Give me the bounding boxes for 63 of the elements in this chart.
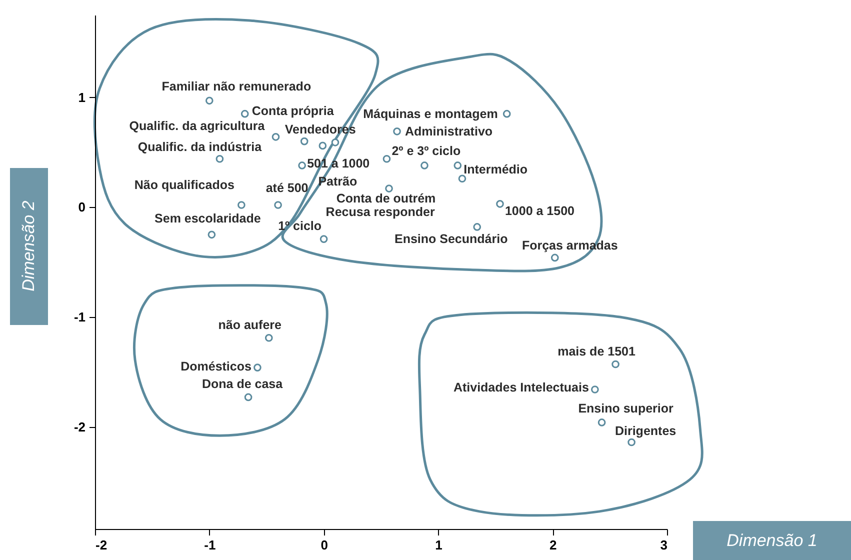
point [331, 138, 340, 146]
point [205, 96, 214, 105]
annotation: até 500 [266, 181, 308, 196]
y-tick-label: 1 [78, 90, 86, 105]
point [272, 133, 280, 141]
x-tick-label: 3 [660, 538, 668, 552]
x-tick-label: -1 [204, 538, 216, 552]
point [550, 254, 559, 262]
point [458, 174, 466, 183]
x-tick-label: -2 [96, 538, 108, 552]
point [502, 110, 511, 118]
annotation: Recusa responder [326, 205, 436, 220]
point [318, 142, 327, 150]
point [320, 235, 328, 243]
annotation: Administrativo [405, 124, 493, 138]
point [496, 200, 504, 208]
annotation: Intermédio [464, 162, 528, 176]
annotation: Familiar não remunerado [162, 80, 312, 94]
point [382, 154, 391, 163]
annotation: Dirigentes [614, 424, 676, 438]
point [385, 184, 393, 192]
point [254, 364, 262, 372]
x-axis-title: Dimensão 1 [726, 531, 818, 550]
point [240, 110, 249, 118]
annotation: Qualific. da indústria [138, 140, 263, 154]
point [628, 438, 636, 446]
annotation: 2º e 3º ciclo [392, 144, 461, 158]
annotation: Domésticos [180, 360, 252, 374]
point [238, 201, 246, 209]
point [300, 137, 308, 146]
point [591, 386, 599, 394]
annotation: Conta de outrém [336, 192, 436, 206]
point [454, 162, 462, 170]
annotation: não aufere [218, 318, 282, 332]
point [598, 418, 606, 426]
y-tick-label: 0 [78, 200, 86, 215]
annotation: 1000 a 1500 [504, 204, 575, 218]
x-tick-label: 2 [549, 538, 557, 552]
point [393, 128, 401, 136]
point [274, 201, 282, 209]
annotation: Ensino Secundário [394, 232, 508, 246]
y-axis-title: Dimensão 2 [19, 200, 38, 292]
point [264, 334, 273, 342]
x-tick-label: 1 [435, 538, 442, 552]
annotation: Sem escolaridade [154, 212, 261, 226]
annotation: mais de 1501 [558, 344, 636, 358]
point [216, 154, 224, 163]
point [473, 223, 482, 231]
point [612, 360, 620, 368]
point [244, 393, 252, 402]
annotation: Atividades Intelectuais [453, 380, 589, 395]
point [298, 162, 306, 170]
annotation: Ensino superior [578, 401, 674, 416]
x-tick-label: 0 [320, 538, 328, 552]
annotation: Qualific. da agricultura [129, 118, 266, 133]
annotation: Dona de casa [202, 377, 284, 392]
annotation: Conta própria [252, 104, 335, 118]
annotation: Máquinas e montagem [363, 106, 498, 121]
annotation: Não qualificados [134, 178, 234, 192]
point [208, 230, 216, 239]
y-tick-label: -1 [74, 310, 86, 325]
y-tick-label: -2 [74, 419, 86, 434]
point [420, 162, 428, 170]
